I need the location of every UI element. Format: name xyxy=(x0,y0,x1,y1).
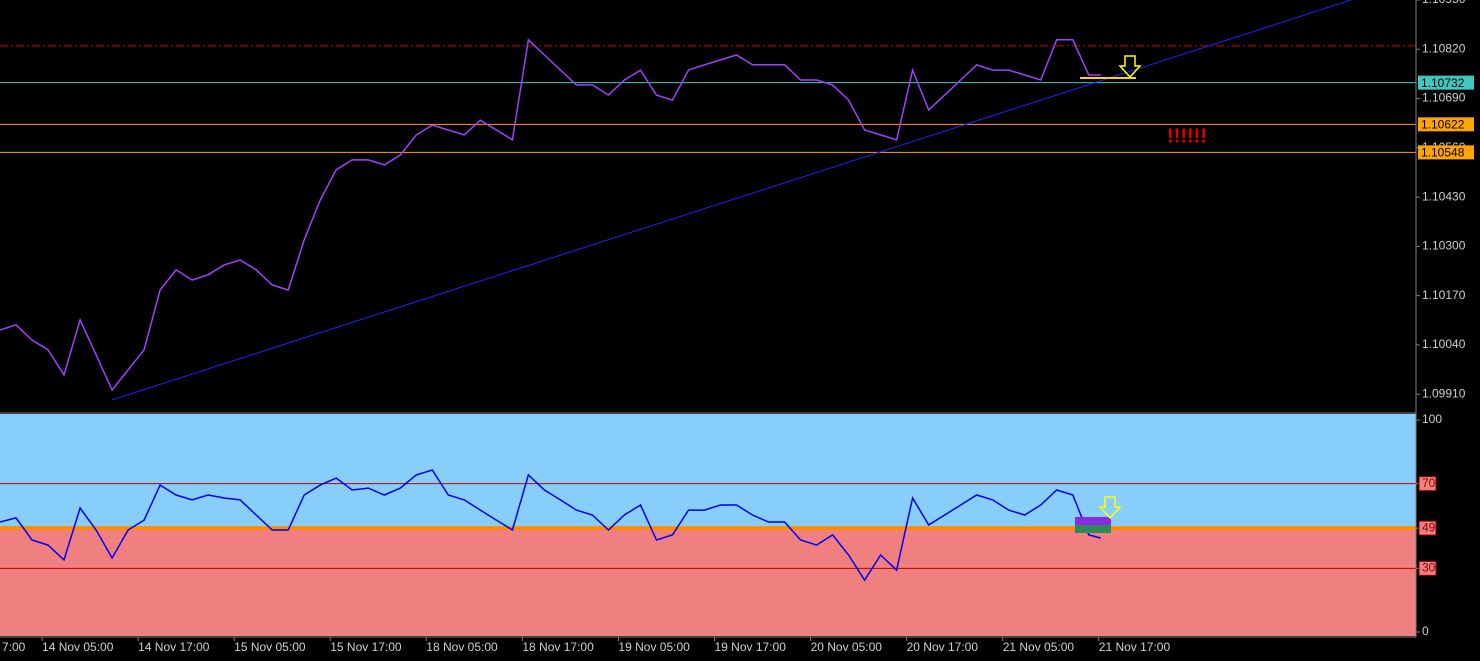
x-tick-label: 18 Nov 17:00 xyxy=(522,640,594,654)
level-label-box xyxy=(1418,145,1474,160)
y-tick-label: 1.10170 xyxy=(1422,288,1466,302)
x-tick-label: 19 Nov 05:00 xyxy=(618,640,690,654)
level-label: 1.10622 xyxy=(1421,117,1465,131)
y-tick-label: 0 xyxy=(1422,624,1429,638)
x-tick-label: 19 Nov 17:00 xyxy=(715,640,787,654)
down-arrow xyxy=(1118,55,1142,79)
y-tick-label: 1.10040 xyxy=(1422,337,1466,351)
series-line xyxy=(0,469,1101,582)
zone-upper xyxy=(0,414,1416,529)
x-tick-label: 18 Nov 05:00 xyxy=(426,640,498,654)
y-tick-box xyxy=(1418,476,1437,492)
x-tick-label: 20 Nov 05:00 xyxy=(811,640,883,654)
y-tick-label: 100 xyxy=(1422,412,1442,426)
trendline xyxy=(111,0,1352,401)
y-tick-label: 49 xyxy=(1422,520,1436,534)
signal-box xyxy=(1075,525,1111,533)
y-tick-label: 1.09910 xyxy=(1422,386,1466,400)
x-tick-label: 21 Nov 17:00 xyxy=(1099,640,1171,654)
y-tick-box xyxy=(1418,520,1437,536)
y-tick-label: 30 xyxy=(1422,561,1436,575)
y-tick-label: 70 xyxy=(1422,476,1436,490)
y-tick-label: 1.10950 xyxy=(1422,0,1466,6)
level-label: 1.10548 xyxy=(1421,146,1465,160)
x-tick-label: 21 Nov 05:00 xyxy=(1003,640,1075,654)
y-tick-label: 1.10300 xyxy=(1422,239,1466,253)
series-line xyxy=(0,38,1101,392)
level-label: 1.10732 xyxy=(1421,76,1465,90)
x-tick-label: 14 Nov 05:00 xyxy=(42,640,114,654)
x-tick-label: 15 Nov 17:00 xyxy=(330,640,402,654)
x-tick-label: 20 Nov 17:00 xyxy=(907,640,979,654)
y-tick-label: 1.10820 xyxy=(1422,41,1466,55)
x-tick-label: 15 Nov 05:00 xyxy=(234,640,306,654)
x-tick-label: 7:00 xyxy=(2,640,26,654)
level-label-box xyxy=(1418,75,1474,90)
signal-box xyxy=(1075,517,1111,525)
zone-lower xyxy=(0,528,1416,636)
annotation: !!!!!! xyxy=(1167,125,1207,147)
level-label-box xyxy=(1418,117,1474,132)
x-tick-label: 14 Nov 17:00 xyxy=(138,640,210,654)
y-tick-box xyxy=(1418,560,1437,576)
down-arrow xyxy=(1098,496,1122,520)
y-tick-label: 1.10430 xyxy=(1422,189,1466,203)
y-tick-label: 1.10690 xyxy=(1422,91,1466,105)
